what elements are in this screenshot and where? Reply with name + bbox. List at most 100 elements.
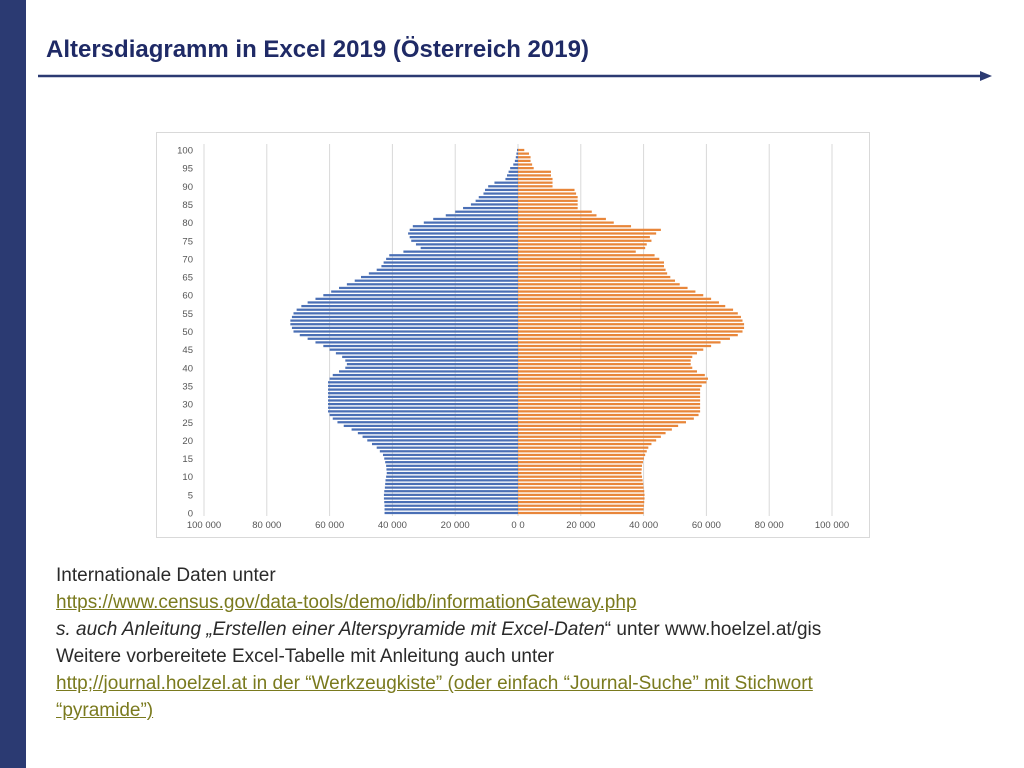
bar-male	[376, 446, 518, 449]
census-link[interactable]: https://www.census.gov/data-tools/demo/i…	[56, 592, 637, 613]
bar-female	[518, 402, 701, 406]
bar-female	[518, 188, 575, 192]
bar-female	[518, 413, 699, 417]
bar-male	[328, 410, 518, 413]
bar-female	[518, 363, 691, 366]
slide-title: Altersdiagramm in Excel 2019 (Österreich…	[46, 36, 589, 63]
bar-female	[518, 257, 660, 261]
bar-female	[518, 177, 553, 181]
bar-male	[345, 366, 518, 369]
bar-male	[328, 402, 518, 406]
bar-male	[290, 323, 518, 326]
bar-female	[518, 421, 686, 424]
x-tick-label: 40 000	[629, 520, 658, 531]
x-tick-label: 40 000	[378, 520, 407, 531]
bar-female	[518, 265, 665, 268]
bar-female	[518, 439, 657, 442]
title-rule-arrow	[38, 71, 992, 81]
y-tick-label: 50	[182, 327, 193, 338]
bar-male	[412, 225, 518, 228]
x-tick-label: 80 000	[252, 520, 281, 531]
y-tick-label: 15	[182, 454, 193, 465]
bar-male	[505, 177, 518, 181]
bar-male	[293, 312, 518, 315]
bar-male	[343, 424, 518, 428]
bar-male	[381, 265, 518, 268]
bar-female	[518, 359, 691, 362]
bar-female	[518, 221, 614, 224]
journal-link-line-2[interactable]: “pyramide”)	[56, 700, 154, 721]
x-tick-label: 0 0	[511, 520, 524, 531]
bar-male	[362, 435, 518, 438]
bar-male	[339, 286, 518, 290]
y-tick-label: 10	[182, 472, 193, 483]
journal-link-line-1[interactable]: http;//journal.hoelzel.at in der “Werkze…	[56, 673, 813, 694]
bar-male	[301, 304, 518, 308]
bar-female	[518, 243, 647, 246]
bar-male	[510, 167, 518, 170]
bar-female	[518, 417, 694, 420]
bar-male	[409, 228, 518, 231]
bar-male	[384, 486, 518, 489]
info-line-3-rest: “ unter www.hoelzel.at/gis	[604, 619, 822, 640]
bar-male	[315, 297, 518, 300]
bar-female	[518, 170, 551, 173]
bar-male	[328, 392, 518, 395]
bar-female	[518, 424, 679, 428]
bar-male	[478, 196, 518, 199]
bar-female	[518, 490, 645, 493]
bar-female	[518, 344, 712, 348]
bar-female	[518, 428, 672, 431]
bar-male	[415, 243, 518, 246]
y-tick-label: 95	[182, 164, 193, 175]
y-tick-label: 80	[182, 218, 193, 229]
info-line-1: Internationale Daten unter	[56, 565, 276, 586]
y-tick-label: 30	[182, 400, 193, 411]
bar-female	[518, 203, 578, 206]
bar-male	[386, 475, 518, 478]
y-tick-label: 65	[182, 273, 193, 284]
bar-female	[518, 301, 719, 304]
bar-male	[420, 246, 518, 250]
bar-female	[518, 323, 745, 326]
bar-female	[518, 308, 734, 311]
bar-female	[518, 334, 738, 337]
bar-male	[384, 511, 518, 515]
bar-male	[483, 192, 518, 195]
bar-male	[323, 344, 518, 348]
bar-female	[518, 493, 645, 496]
bar-male	[389, 254, 518, 257]
bar-male	[367, 439, 518, 442]
slide-side-bar	[0, 0, 26, 768]
bar-male	[507, 174, 518, 177]
bar-male	[328, 399, 518, 402]
y-tick-label: 5	[188, 490, 193, 501]
bar-male	[517, 148, 518, 152]
bar-female	[518, 497, 645, 500]
bar-female	[518, 355, 693, 359]
bar-male	[470, 203, 518, 206]
bar-female	[518, 341, 721, 344]
bar-female	[518, 392, 701, 395]
bar-female	[518, 268, 666, 271]
bar-male	[323, 294, 518, 297]
bar-female	[518, 326, 745, 329]
x-tick-label: 80 000	[755, 520, 784, 531]
bar-male	[385, 482, 518, 486]
bar-female	[518, 228, 661, 231]
bar-female	[518, 167, 534, 170]
bar-male	[385, 479, 518, 482]
bar-male	[382, 453, 518, 457]
bar-female	[518, 366, 693, 369]
bar-female	[518, 174, 551, 177]
bar-male	[337, 421, 518, 424]
bar-male	[376, 268, 518, 271]
bar-female	[518, 232, 657, 235]
bar-female	[518, 435, 661, 438]
info-line-3: s. auch Anleitung „Erstellen einer Alter…	[56, 616, 996, 643]
bar-male	[291, 315, 518, 319]
bar-female	[518, 152, 529, 155]
bar-female	[518, 294, 704, 297]
bar-female	[518, 304, 726, 308]
bar-female	[518, 297, 712, 300]
